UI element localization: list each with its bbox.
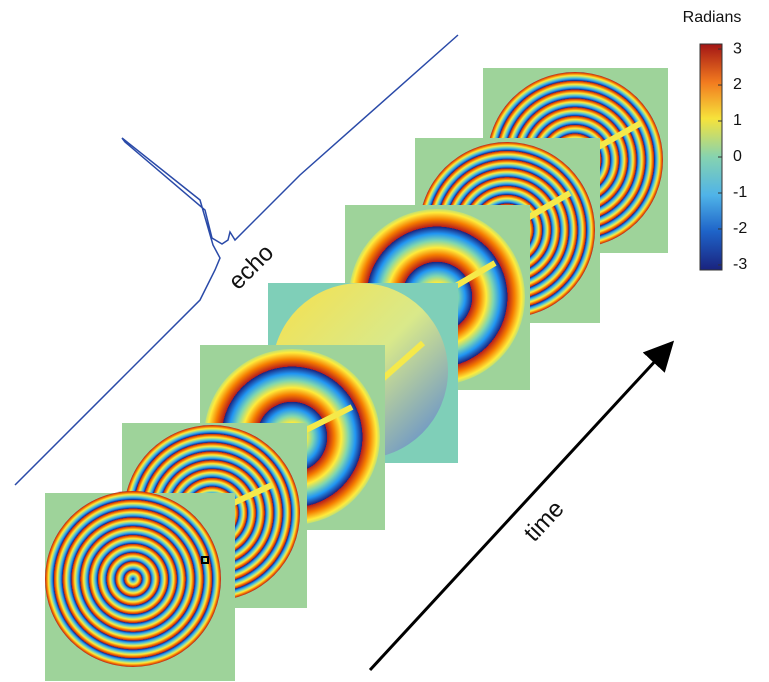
time-label: time — [519, 495, 570, 547]
colorbar-tick-label: 0 — [733, 148, 742, 165]
colorbar-tick-label: 2 — [733, 76, 742, 93]
colorbar-tick-label: -1 — [733, 184, 747, 201]
figure: echo time Radians 3210-1-2-3 — [0, 0, 769, 682]
phase-panel — [45, 491, 235, 681]
colorbar-tick-label: -3 — [733, 256, 747, 273]
colorbar-tick-label: 3 — [733, 40, 742, 57]
colorbar-tick-label: -2 — [733, 220, 747, 237]
colorbar-tick-label: 1 — [733, 112, 742, 129]
colorbar-title: Radians — [683, 9, 742, 26]
